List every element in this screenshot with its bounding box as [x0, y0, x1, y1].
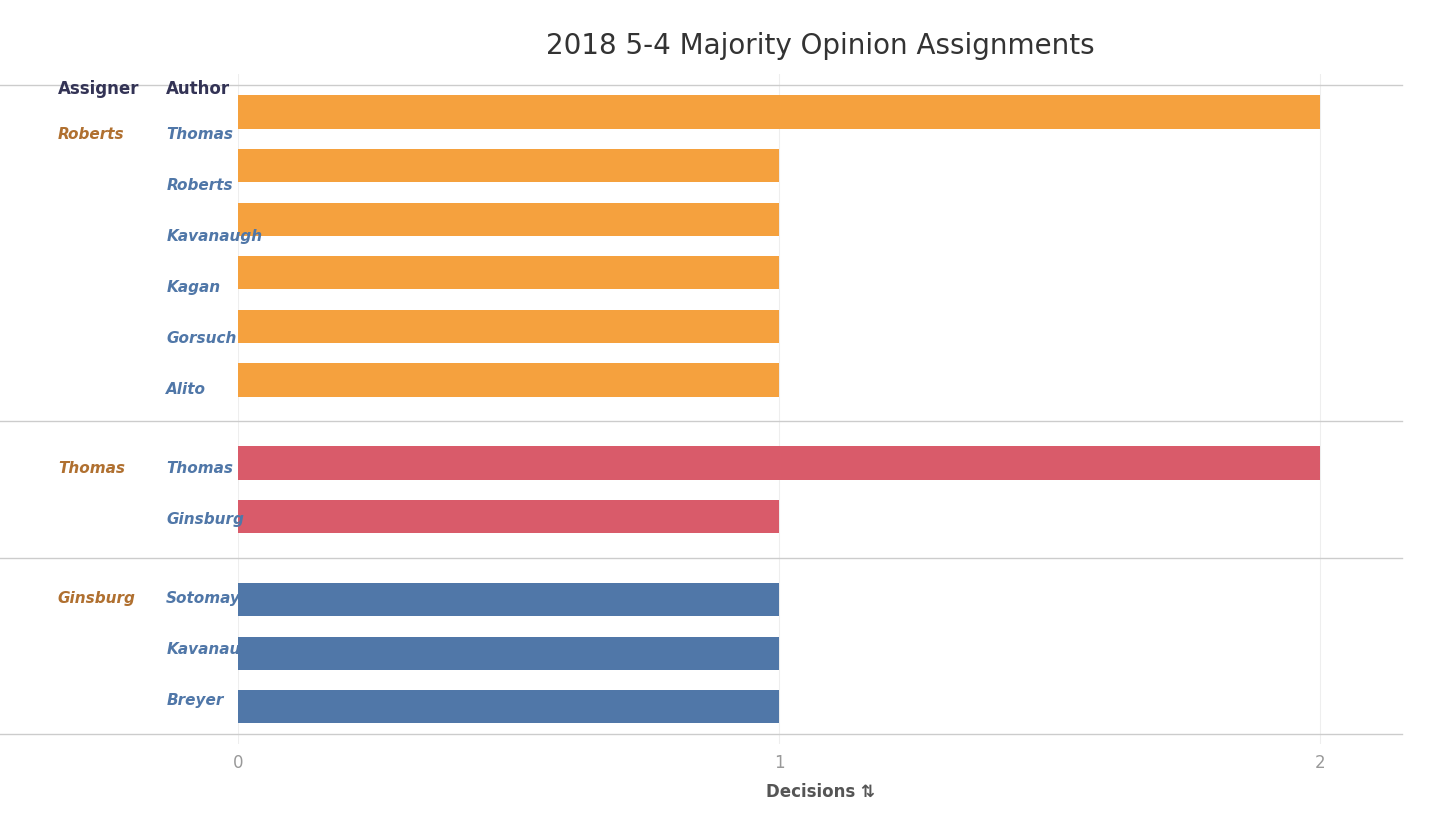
Bar: [238, 691, 779, 724]
Text: Roberts: Roberts: [58, 127, 124, 142]
Bar: [238, 500, 779, 533]
Text: Thomas: Thomas: [166, 461, 233, 476]
Bar: [238, 256, 779, 289]
Bar: [238, 149, 779, 182]
Bar: [238, 95, 1321, 128]
Bar: [238, 203, 779, 236]
Text: Thomas: Thomas: [166, 127, 233, 142]
Bar: [238, 637, 779, 670]
Text: Kavanaugh: Kavanaugh: [166, 229, 263, 244]
Text: Gorsuch: Gorsuch: [166, 331, 237, 347]
X-axis label: Decisions ⇅: Decisions ⇅: [766, 783, 874, 801]
Bar: [238, 363, 779, 396]
Text: Sotomayor: Sotomayor: [166, 591, 259, 606]
Text: Assigner: Assigner: [58, 80, 139, 98]
Text: Kagan: Kagan: [166, 280, 220, 295]
Text: Alito: Alito: [166, 382, 207, 397]
Bar: [238, 583, 779, 616]
Title: 2018 5-4 Majority Opinion Assignments: 2018 5-4 Majority Opinion Assignments: [546, 31, 1094, 60]
Bar: [238, 309, 779, 343]
Text: Breyer: Breyer: [166, 693, 224, 708]
Text: Kavanaugh: Kavanaugh: [166, 642, 263, 657]
Text: Ginsburg: Ginsburg: [166, 512, 244, 527]
Text: Thomas: Thomas: [58, 461, 124, 476]
Text: Author: Author: [166, 80, 230, 98]
Bar: [238, 447, 1321, 480]
Text: Ginsburg: Ginsburg: [58, 591, 136, 606]
Text: Roberts: Roberts: [166, 179, 233, 194]
